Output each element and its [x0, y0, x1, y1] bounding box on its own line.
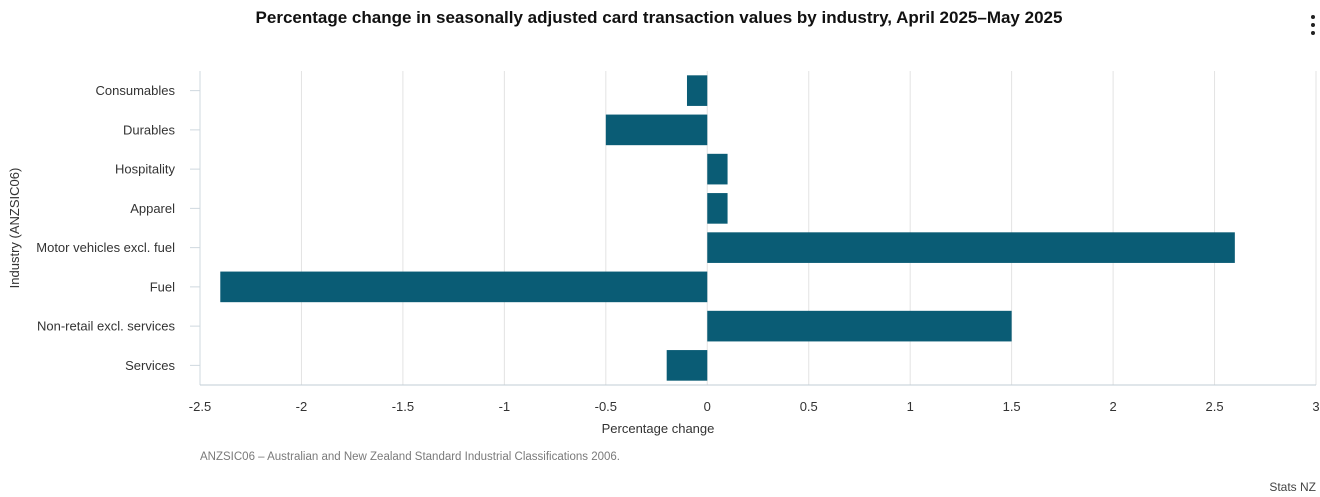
x-tick-label: 2: [1109, 399, 1116, 414]
bar-durables: [605, 114, 708, 146]
y-tick-label: Fuel: [150, 279, 175, 294]
x-tick-label: 1.5: [1003, 399, 1021, 414]
y-tick-label: Services: [125, 358, 175, 373]
bar-fuel: [220, 271, 708, 303]
x-axis-title: Percentage change: [602, 421, 715, 436]
chart-note: ANZSIC06 – Australian and New Zealand St…: [200, 451, 620, 463]
x-tick-label: 1: [907, 399, 914, 414]
x-tick-label: -2: [296, 399, 308, 414]
chart-menu-button[interactable]: [1302, 10, 1320, 40]
bar-hospitality: [707, 153, 728, 185]
y-axis-title: Industry (ANZSIC06): [7, 168, 22, 289]
x-tick-label: -1: [499, 399, 511, 414]
chart-title: Percentage change in seasonally adjusted…: [255, 8, 1063, 27]
bar-motor-vehicles-excl-fuel: [707, 232, 1235, 263]
x-tick-label: 0: [704, 399, 711, 414]
y-tick-label: Durables: [123, 122, 176, 137]
x-tick-label: 0.5: [800, 399, 818, 414]
x-tick-label: 3: [1312, 399, 1319, 414]
bar-consumables: [686, 75, 708, 106]
y-tick-label: Non-retail excl. services: [37, 319, 175, 334]
bar-services: [666, 350, 708, 381]
bar-apparel: [707, 193, 728, 224]
y-tick-label: Motor vehicles excl. fuel: [36, 240, 175, 255]
y-tick-label: Apparel: [130, 201, 175, 216]
y-tick-label: Hospitality: [115, 162, 175, 177]
x-tick-label: 2.5: [1206, 399, 1224, 414]
x-tick-label: -1.5: [392, 399, 414, 414]
x-tick-label: -2.5: [189, 399, 211, 414]
x-tick-label: -0.5: [595, 399, 617, 414]
chart-credit: Stats NZ: [1269, 480, 1316, 494]
bar-non-retail-excl-services: [707, 310, 1012, 342]
y-tick-label: Consumables: [96, 83, 176, 98]
